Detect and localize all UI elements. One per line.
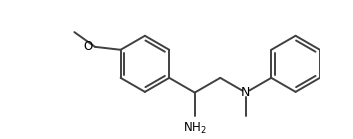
- Text: O: O: [83, 40, 92, 53]
- Text: N: N: [241, 86, 251, 99]
- Text: NH$_2$: NH$_2$: [183, 121, 207, 136]
